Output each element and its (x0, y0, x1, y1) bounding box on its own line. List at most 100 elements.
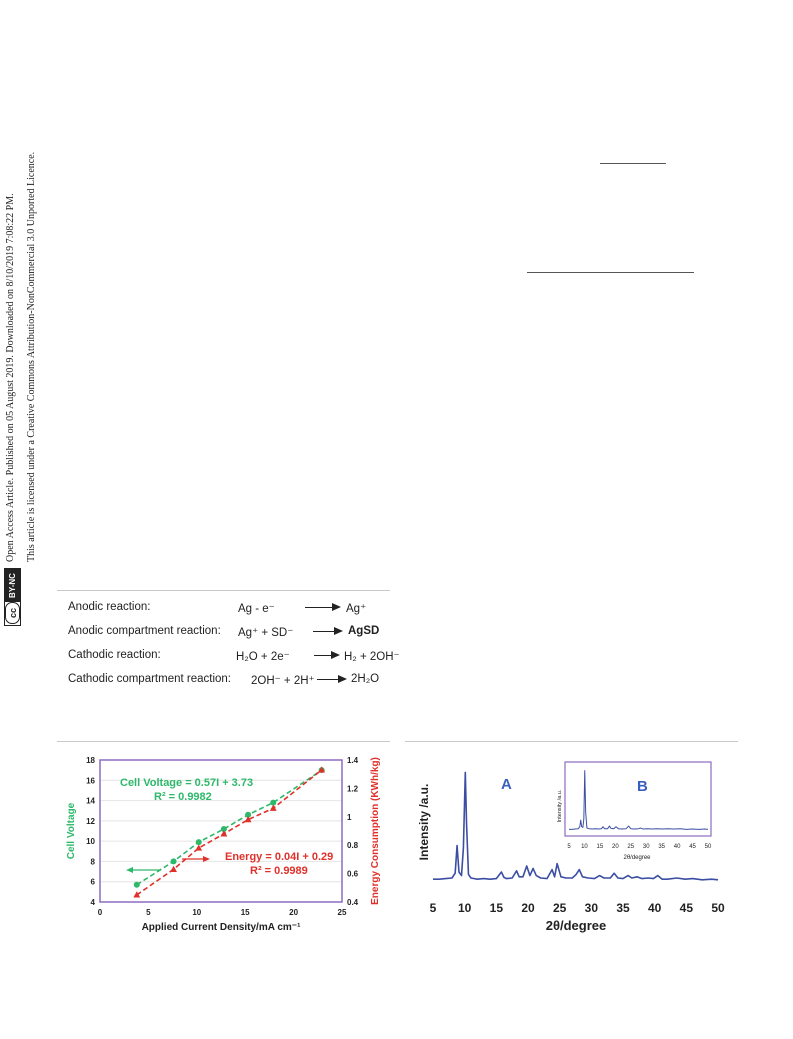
cc-icon: cc (5, 602, 20, 624)
cell-voltage-point (220, 825, 227, 832)
energy-r2: R² = 0.9989 (250, 865, 308, 877)
section-divider (405, 741, 738, 742)
y2-tick-label: 1.2 (347, 784, 359, 793)
reactants: Ag⁺ + SD⁻ (238, 627, 294, 639)
axis-arrows (126, 856, 210, 873)
x-tick-label: 5 (146, 908, 151, 917)
notice-line-published: Open Access Article. Published on 05 Aug… (5, 193, 16, 562)
energy-point (269, 804, 277, 811)
y-tick-label: 12 (86, 817, 95, 826)
by-nc-label: BY-NC (5, 569, 20, 602)
y2-tick-label: 1 (347, 813, 352, 822)
products: H₂ + 2OH⁻ (344, 651, 400, 663)
reaction-row: Cathodic compartment reaction: 2OH⁻ + 2H… (68, 673, 398, 689)
inset-x-tick-label: 25 (627, 844, 634, 850)
panel-label-a: A (501, 776, 512, 793)
cell-voltage-point (195, 839, 202, 846)
reaction-row: Anodic compartment reaction: Ag⁺ + SD⁻ A… (68, 625, 398, 641)
y2-tick-label: 0.8 (347, 841, 359, 850)
y2-axis-title: Energy Consumption (KWh/kg) (370, 757, 381, 905)
y-tick-label: 6 (91, 878, 96, 887)
reaction-arrow (305, 603, 341, 611)
y-tick-label: 14 (86, 797, 95, 806)
inset-x-tick-label: 15 (597, 844, 604, 850)
x-tick-label: 20 (521, 901, 535, 915)
cell-voltage-point (170, 858, 177, 865)
x-tick-label: 5 (430, 901, 437, 915)
section-divider (57, 590, 390, 591)
energy-point (170, 865, 177, 872)
section-divider (57, 741, 390, 742)
inset-x-tick-label: 50 (705, 844, 712, 850)
reactants: H₂O + 2e⁻ (236, 651, 290, 663)
notice-line-licence[interactable]: This article is licensed under a Creativ… (26, 151, 37, 562)
inset-frame (564, 761, 712, 837)
reaction-row: Anodic reaction: Ag - e⁻ Ag⁺ (68, 601, 398, 617)
energy-point (318, 766, 326, 773)
x-tick-label: 15 (241, 908, 250, 917)
reaction-label: Anodic compartment reaction: (68, 625, 221, 637)
reference-link-underline[interactable] (527, 272, 694, 273)
y-axis-title: Intensity /a.u. (417, 784, 431, 861)
inset-x-tick-label: 40 (674, 844, 681, 850)
reaction-arrow (314, 651, 340, 659)
reactants: Ag - e⁻ (238, 603, 275, 615)
x-tick-label: 20 (289, 908, 298, 917)
x-tick-label: 45 (680, 901, 694, 915)
x-tick-label: 50 (711, 901, 725, 915)
energy-point (220, 830, 228, 837)
y-tick-label: 8 (91, 857, 96, 866)
x-axis-title: 2θ/degree (546, 918, 607, 933)
reaction-label: Anodic reaction: (68, 601, 151, 613)
x-tick-label: 40 (648, 901, 662, 915)
x-tick-label: 35 (616, 901, 630, 915)
y2-tick-label: 1.4 (347, 756, 359, 765)
x-tick-label: 25 (553, 901, 567, 915)
open-access-notice: cc BY-NC Open Access Article. Published … (4, 0, 48, 626)
voltage-equation: Cell Voltage = 0.57I + 3.73 (120, 777, 253, 789)
x-tick-label: 25 (338, 908, 347, 917)
reference-link-underline[interactable] (600, 163, 666, 164)
reaction-arrow (313, 627, 343, 635)
reaction-arrow (317, 675, 347, 683)
voltage-r2: R² = 0.9982 (154, 791, 212, 803)
inset-x-tick-label: 5 (567, 844, 571, 850)
x-tick-label: 0 (98, 908, 103, 917)
reaction-scheme: Anodic reaction: Ag - e⁻ Ag⁺ Anodic comp… (68, 601, 400, 691)
x-tick-label: 15 (490, 901, 504, 915)
x-tick-label: 10 (458, 901, 472, 915)
inset-y-axis-title: Intensity /a.u. (557, 789, 563, 822)
cc-by-nc-badge[interactable]: cc BY-NC (4, 568, 21, 626)
plot-frame (99, 759, 343, 903)
cell-voltage-point (270, 799, 277, 806)
reaction-row: Cathodic reaction: H₂O + 2e⁻ H₂ + 2OH⁻ (68, 649, 400, 665)
xrd-pattern-chart: 5 10 15 20 25 30 35 40 45 50 A 2θ/degree Intensit… (417, 761, 725, 933)
y-tick-label: 16 (86, 776, 95, 785)
xrd-pattern-a (433, 771, 719, 881)
y2-tick-label: 0.6 (347, 870, 359, 879)
products: 2H₂O (351, 673, 380, 685)
inset-x-tick-label: 10 (581, 844, 588, 850)
inset-x-tick-label: 20 (612, 844, 619, 850)
products: AgSD (348, 625, 380, 637)
inset-x-axis-title: 2θ/degree (623, 855, 651, 861)
energy-equation: Energy = 0.04I + 0.29 (225, 851, 333, 863)
x-tick-label: 10 (192, 908, 201, 917)
reaction-label: Cathodic compartment reaction: (68, 673, 231, 685)
reactants: 2OH⁻ + 2H⁺ (251, 675, 315, 687)
panel-label-b: B (637, 778, 648, 795)
energy-point (133, 891, 141, 898)
x-axis-title: Applied Current Density/mA cm⁻¹ (142, 922, 301, 933)
products: Ag⁺ (346, 603, 367, 615)
x-tick-label: 30 (585, 901, 599, 915)
inset-x-tick-label: 35 (658, 844, 665, 850)
cell-voltage-point (133, 881, 140, 888)
y2-tick-label: 0.4 (347, 898, 359, 907)
inset-chart: 5 10 15 20 25 30 35 40 45 50 B 2θ/degree Intensit… (557, 761, 712, 861)
reaction-label: Cathodic reaction: (68, 649, 161, 661)
inset-x-tick-label: 30 (643, 844, 650, 850)
y-axis-title: Cell Voltage (66, 802, 77, 859)
energy-point (195, 844, 203, 851)
xrd-pattern-b (569, 770, 709, 830)
